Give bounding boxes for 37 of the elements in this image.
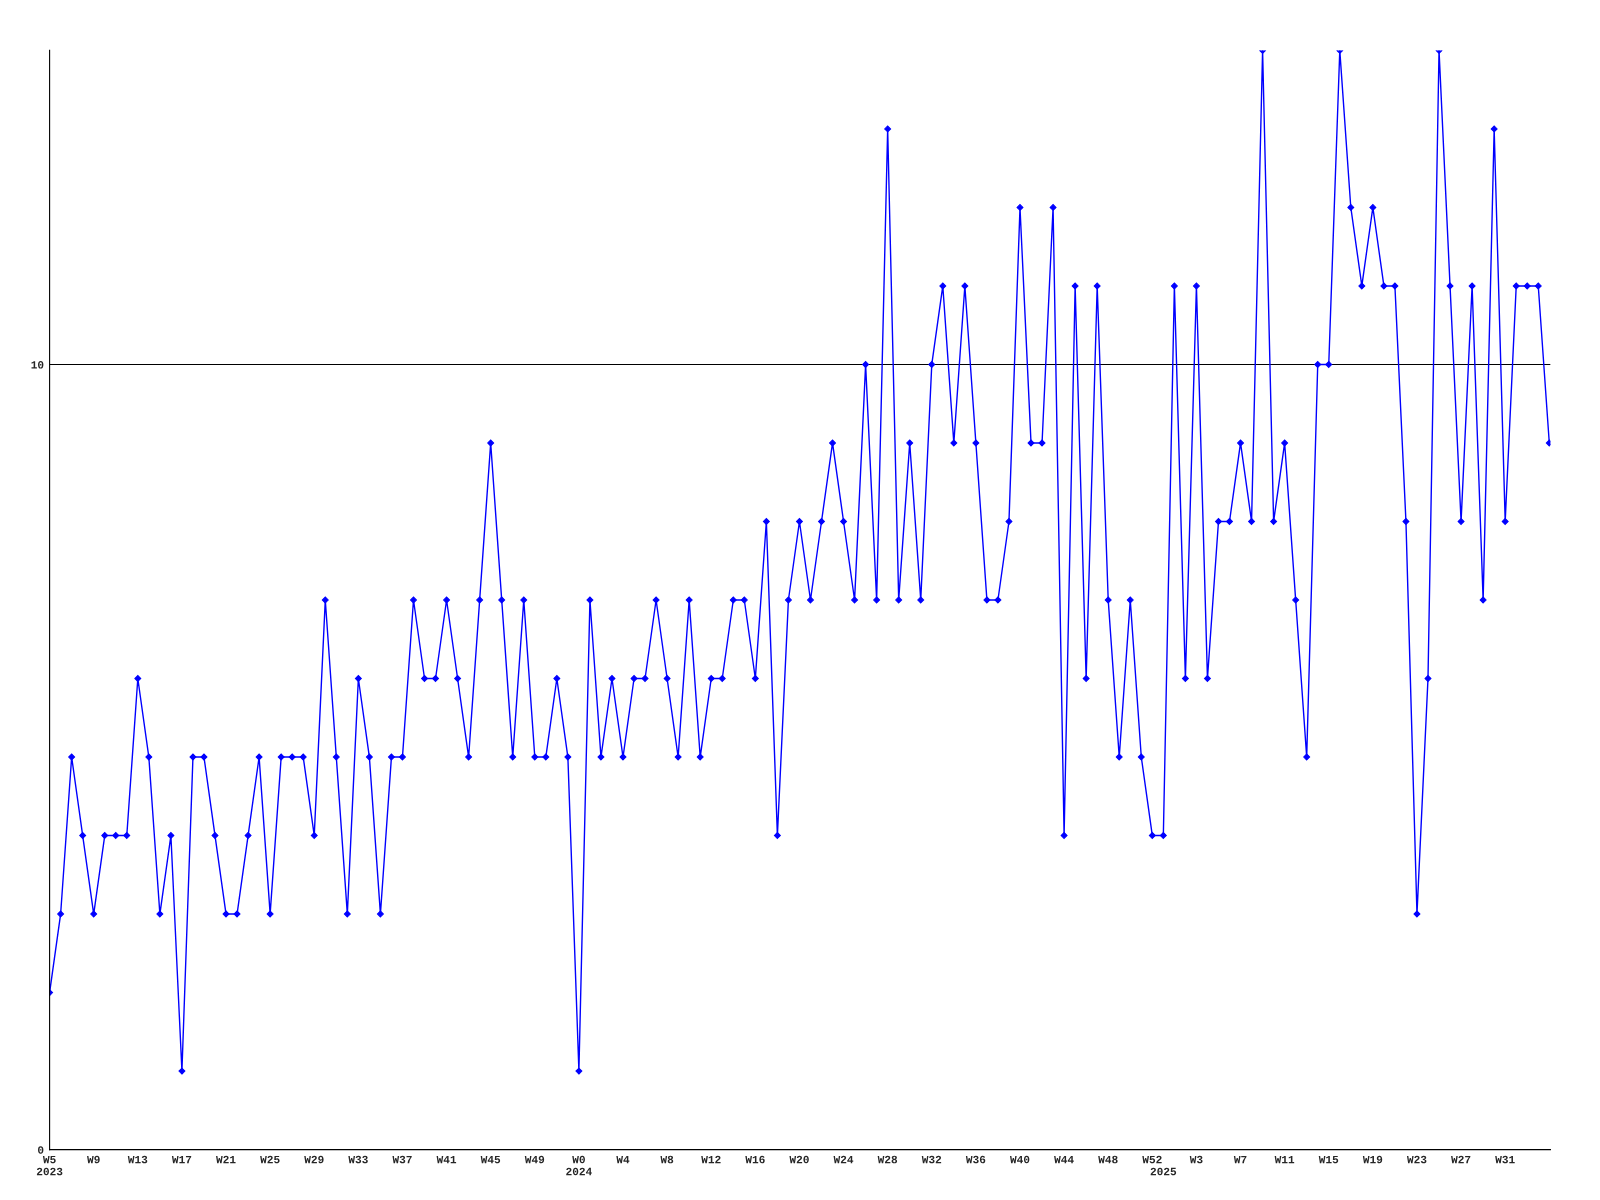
- x-tick-label: W20: [789, 1155, 809, 1164]
- x-tick-label: W19: [1362, 1155, 1383, 1164]
- x-tick-label: W13: [127, 1155, 148, 1164]
- x-tick-label: W4: [616, 1155, 630, 1164]
- x-tick-label: W3: [1189, 1155, 1203, 1164]
- x-tick-label: W44: [1054, 1155, 1074, 1164]
- x-tick-label: W9: [87, 1155, 100, 1164]
- x-tick-label: W5 2023: [36, 1155, 63, 1176]
- x-tick-label: W17: [171, 1155, 192, 1164]
- x-tick-label: W24: [833, 1155, 854, 1164]
- x-tick-label: W52: [1142, 1155, 1162, 1164]
- x-tick-label: W27: [1451, 1155, 1471, 1164]
- x-tick-label: W41: [436, 1155, 457, 1164]
- x-tick-label: W23: [1406, 1155, 1427, 1164]
- x-tick-label: W11: [1274, 1155, 1295, 1164]
- x-tick-label: W45: [480, 1155, 501, 1164]
- x-tick-label: W36: [965, 1155, 986, 1164]
- x-tick-label: W21: [216, 1155, 236, 1164]
- x-tick-label: W40: [1009, 1155, 1030, 1164]
- x-tick-label: 2025: [1150, 1167, 1177, 1176]
- x-tick-label: W7: [1233, 1155, 1247, 1164]
- x-tick-label: W33: [348, 1155, 368, 1164]
- x-tick-label: W0 2024: [566, 1155, 592, 1176]
- x-tick-label: W29: [304, 1155, 324, 1164]
- x-tick-label: W31: [1495, 1155, 1515, 1164]
- x-tick-label: W49: [524, 1155, 545, 1164]
- y-tick-label: 0: [38, 1146, 44, 1154]
- x-tick-label: W37: [392, 1155, 412, 1164]
- x-tick-label: W25: [260, 1155, 280, 1164]
- y-tick-label: 10: [31, 361, 44, 369]
- x-tick-label: W16: [745, 1155, 765, 1164]
- x-tick-label: W32: [921, 1155, 942, 1164]
- x-tick-label: W12: [701, 1155, 721, 1164]
- x-tick-label: W28: [877, 1155, 898, 1164]
- x-tick-label: W48: [1098, 1155, 1118, 1164]
- x-tick-label: W8: [660, 1155, 674, 1164]
- x-tick-label: W15: [1318, 1155, 1339, 1164]
